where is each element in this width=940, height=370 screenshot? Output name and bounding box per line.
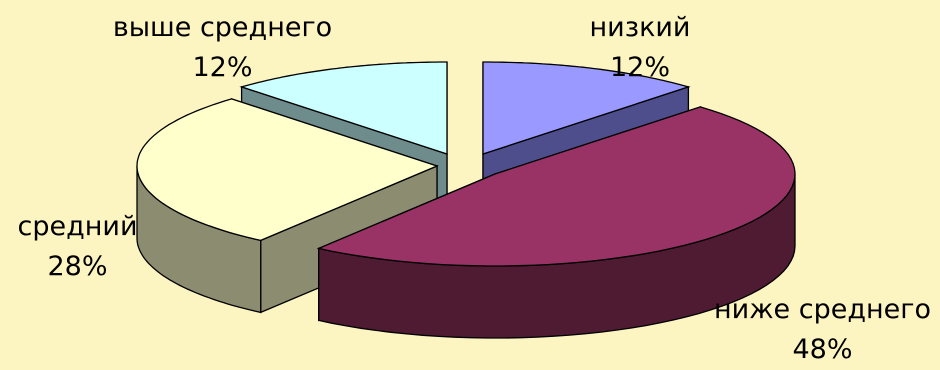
label-vyshe-srednego-pct: 12%: [192, 52, 253, 83]
label-nizkiy-pct: 12%: [609, 52, 670, 83]
slice-vyshe-srednego: [239, 61, 448, 155]
label-vyshe-srednego-name: выше среднего: [112, 12, 333, 43]
slice-nizkiy: [482, 61, 691, 155]
label-vyshe-srednego: выше среднего 12%: [100, 8, 345, 88]
label-nizkiy: низкий 12%: [575, 8, 705, 88]
label-nizhe-srednego-pct: 48%: [792, 334, 853, 365]
label-nizkiy-name: низкий: [589, 12, 691, 43]
slice-nizhe-srednego: [316, 106, 796, 267]
slice-sredniy: [136, 98, 439, 242]
label-nizhe-srednego: ниже среднего 48%: [705, 290, 940, 370]
label-sredniy-pct: 28%: [47, 251, 108, 282]
slice-group-nizhe-srednego: [316, 106, 796, 339]
label-nizhe-srednego-name: ниже среднего: [714, 294, 931, 325]
label-sredniy: средний 28%: [10, 207, 145, 287]
label-sredniy-name: средний: [17, 211, 138, 242]
